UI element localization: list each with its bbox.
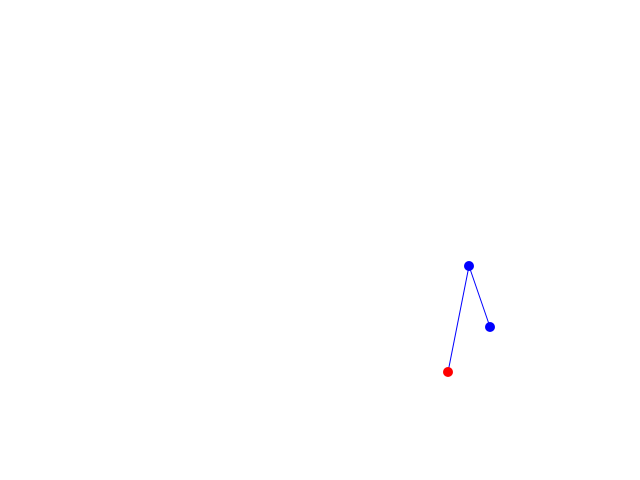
elbow-joint: [464, 261, 474, 271]
base-joint: [443, 367, 453, 377]
link: [468, 265, 491, 328]
link: [447, 265, 470, 373]
end-joint: [485, 322, 495, 332]
